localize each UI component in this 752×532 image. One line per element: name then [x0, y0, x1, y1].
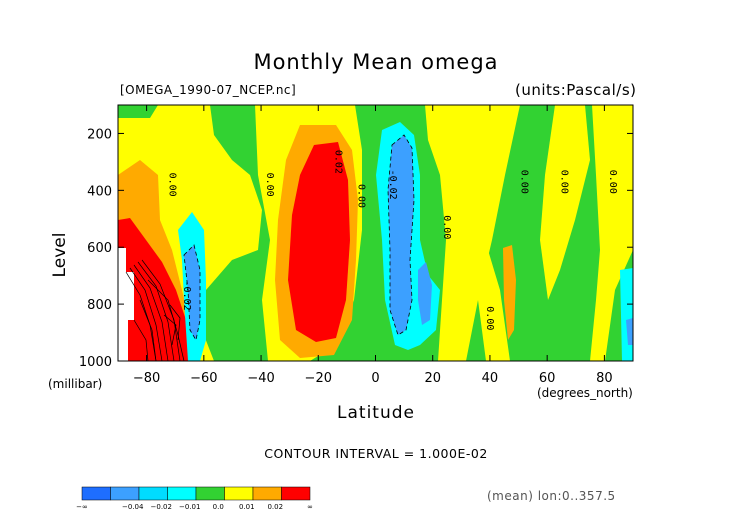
- contour-label: 0.02: [332, 150, 343, 174]
- y-axis-unit: (millibar): [48, 377, 103, 391]
- y-axis-title: Level: [50, 232, 70, 278]
- x-tick-label: −40: [247, 371, 274, 386]
- mean-note: (mean) lon:0..357.5: [487, 489, 616, 503]
- contour-label: 0.00: [607, 170, 618, 194]
- y-axis-ticks: 200 400 600 800 1000: [79, 127, 633, 370]
- contour-label: 0.00: [264, 173, 275, 197]
- colorbar-swatch: [281, 486, 311, 501]
- blue-band-fill: [626, 318, 633, 345]
- x-axis-ticks: −80 −60 −40 −20 0 20 40 60 80: [133, 105, 613, 386]
- colorbar: −∞ −0.04 −0.02 −0.01 0.0 0.01 0.02 ∞: [76, 486, 313, 511]
- colorbar-swatch: [110, 486, 140, 501]
- blue-band-fill: [418, 262, 432, 325]
- colorbar-swatch: [81, 486, 111, 501]
- colorbar-label: −∞: [76, 503, 88, 511]
- contour-label: 0.00: [518, 170, 529, 194]
- positive-band-fill: [540, 105, 590, 300]
- contour-label: 0.00: [441, 215, 452, 239]
- dense-contour-lines: [125, 259, 185, 362]
- x-axis-unit: (degrees_north): [537, 386, 633, 400]
- colorbar-label: −0.01: [179, 503, 200, 511]
- colorbar-swatch: [224, 486, 254, 501]
- negative-contour-lines: [183, 134, 415, 342]
- missing-data-fill: [118, 248, 134, 361]
- colorbar-label: −0.04: [122, 503, 144, 511]
- cyan-band-fill: [620, 268, 633, 361]
- blue-band-fill: [388, 135, 414, 335]
- contour-label: 0.00: [484, 306, 495, 330]
- colorbar-swatch: [138, 486, 168, 501]
- x-tick-label: −20: [305, 371, 332, 386]
- y-tick-label: 400: [87, 184, 112, 199]
- contour-interval-label: CONTOUR INTERVAL = 1.000E-02: [264, 446, 488, 461]
- x-axis-title: Latitude: [337, 403, 415, 423]
- x-tick-label: 60: [539, 371, 556, 386]
- contour-labels: 0.00 0.00 0.02 0.00 -0.02 0.00 0.00 0.00 0.00 0.0…: [167, 150, 619, 331]
- orange-band-fill: [503, 245, 516, 340]
- plot-fills: [118, 105, 633, 362]
- x-tick-label: 20: [424, 371, 441, 386]
- blue-band-fill: [184, 245, 200, 340]
- colorbar-label: −0.02: [151, 503, 172, 511]
- chart-title: Monthly Mean omega: [253, 50, 499, 74]
- contour-label: -0.02: [181, 281, 192, 311]
- x-tick-label: −80: [133, 371, 160, 386]
- red-band-fill: [288, 142, 350, 342]
- positive-band-fill: [425, 105, 520, 361]
- positive-band-fill: [590, 105, 633, 361]
- x-tick-label: 80: [596, 371, 613, 386]
- y-tick-label: 800: [87, 298, 112, 313]
- x-tick-label: 40: [482, 371, 499, 386]
- y-tick-label: 200: [87, 127, 112, 142]
- colorbar-swatch: [252, 486, 282, 501]
- colorbar-label: 0.01: [239, 503, 255, 511]
- contour-label: 0.00: [355, 184, 366, 208]
- colorbar-swatch: [167, 486, 197, 501]
- contour-label: -0.02: [387, 170, 398, 200]
- positive-band-fill: [470, 240, 510, 361]
- x-tick-label: −60: [190, 371, 217, 386]
- contour-label: 0.00: [167, 173, 178, 197]
- colorbar-label: 0.0: [213, 503, 224, 511]
- y-tick-label: 600: [87, 241, 112, 256]
- x-tick-label: 0: [371, 371, 379, 386]
- colorbar-label: ∞: [307, 503, 313, 511]
- colorbar-label: 0.02: [267, 503, 283, 511]
- file-label: [OMEGA_1990-07_NCEP.nc]: [120, 83, 297, 97]
- colorbar-swatch: [195, 486, 225, 501]
- contour-label: 0.00: [558, 170, 569, 194]
- units-label: (units:Pascal/s): [515, 81, 637, 99]
- y-tick-label: 1000: [79, 355, 112, 370]
